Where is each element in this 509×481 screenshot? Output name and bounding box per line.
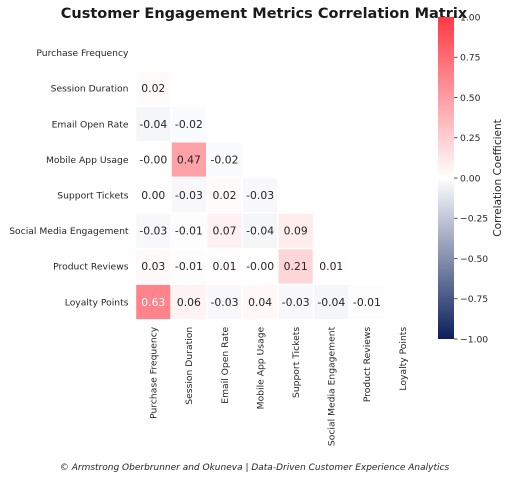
heatmap-cells: 0.02 -0.04 -0.02 -0.00 0.47 -0.02 0.00 -0.03 0.0…	[134, 69, 386, 321]
cell-value-label: -0.01	[353, 296, 381, 309]
cell-value-label: -0.03	[211, 296, 239, 309]
heatmap-cell	[241, 176, 279, 214]
cell-value-label: -0.00	[246, 260, 274, 273]
y-tick-label: Social Media Engagement	[9, 226, 129, 237]
heatmap-cell	[170, 283, 208, 321]
x-tick-label: Support Tickets	[291, 327, 302, 398]
footer-credit: © Armstrong Oberbrunner and Okuneva | Da…	[59, 463, 450, 473]
x-tick-label: Loyalty Points	[398, 327, 409, 391]
cell-value-label: 0.02	[212, 189, 236, 202]
cell-value-label: 0.07	[212, 225, 236, 238]
cell-value-label: 0.01	[319, 260, 343, 273]
heatmap-cell	[241, 247, 279, 285]
colorbar-tick-label: 0.25	[460, 133, 481, 144]
heatmap-cell	[241, 283, 279, 321]
y-tick-label: Loyalty Points	[65, 297, 129, 308]
x-tick-label: Mobile App Usage	[255, 326, 266, 409]
cell-value-label: 0.01	[212, 260, 236, 273]
cell-value-label: 0.63	[141, 296, 165, 309]
colorbar-tick-label: 1.00	[460, 12, 481, 23]
x-tick-label: Social Media Engagement	[327, 326, 338, 446]
cell-value-label: -0.00	[139, 153, 167, 166]
cell-value-label: 0.06	[177, 296, 201, 309]
heatmap-cell	[241, 212, 279, 250]
y-tick-label: Support Tickets	[57, 191, 128, 202]
heatmap-cell	[312, 283, 350, 321]
heatmap-cell	[170, 212, 208, 250]
colorbar-label: Correlation Coefficient	[492, 119, 504, 237]
colorbar-tick-label: 0.00	[460, 173, 481, 184]
heatmap-cell	[205, 141, 243, 179]
colorbar-tick-label: −1.00	[460, 334, 488, 345]
cell-value-label: -0.01	[175, 260, 203, 273]
colorbar-tick-label: −0.75	[460, 294, 488, 305]
y-tick-label: Product Reviews	[53, 262, 129, 273]
chart-title: Customer Engagement Metrics Correlation …	[61, 6, 468, 22]
cell-value-label: -0.04	[317, 296, 345, 309]
cell-value-label: 0.47	[177, 153, 201, 166]
heatmap-cell	[277, 247, 315, 285]
colorbar-tick-label: 0.75	[460, 53, 481, 64]
cell-value-label: -0.02	[175, 118, 203, 131]
heatmap-cell	[134, 247, 172, 285]
y-tick-label: Email Open Rate	[52, 119, 129, 130]
cell-value-label: 0.02	[141, 82, 165, 95]
x-tick-label: Email Open Rate	[220, 326, 231, 403]
colorbar-tick-label: −0.50	[460, 254, 488, 265]
heatmap-cell	[170, 176, 208, 214]
colorbar-tick-label: 0.50	[460, 93, 481, 104]
cell-value-label: -0.03	[139, 225, 167, 238]
cell-value-label: -0.03	[246, 189, 274, 202]
cell-value-label: -0.03	[282, 296, 310, 309]
y-tick-label: Mobile App Usage	[46, 155, 129, 166]
y-tick-label: Purchase Frequency	[36, 48, 129, 59]
x-tick-label: Product Reviews	[362, 327, 373, 403]
x-tick-labels: Purchase Frequency Session Duration Email …	[149, 326, 409, 446]
heatmap-cell	[170, 247, 208, 285]
x-tick-label: Session Duration	[184, 327, 195, 405]
y-tick-label: Session Duration	[51, 84, 129, 95]
cell-value-label: 0.04	[248, 296, 272, 309]
cell-value-label: -0.02	[211, 153, 239, 166]
cell-value-label: -0.01	[175, 225, 203, 238]
cell-value-label: -0.04	[246, 225, 274, 238]
cell-value-label: 0.03	[141, 260, 165, 273]
cell-value-label: 0.21	[284, 260, 308, 273]
colorbar	[438, 17, 454, 339]
x-tick-label: Purchase Frequency	[149, 326, 160, 419]
cell-value-label: 0.00	[141, 189, 165, 202]
cell-value-label: 0.09	[284, 225, 308, 238]
heatmap-cell	[348, 283, 386, 321]
cell-value-label: -0.04	[139, 118, 167, 131]
heatmap-cell	[312, 247, 350, 285]
y-tick-labels: Purchase Frequency Session Duration Email …	[9, 48, 129, 308]
colorbar-tick-label: −0.25	[460, 214, 488, 225]
colorbar-ticks: 1.00 0.75 0.50 0.25 0.00 −0.25 −0.50 −0.75 −1.00	[454, 12, 488, 345]
heatmap-cell	[134, 283, 172, 321]
cell-value-label: -0.03	[175, 189, 203, 202]
